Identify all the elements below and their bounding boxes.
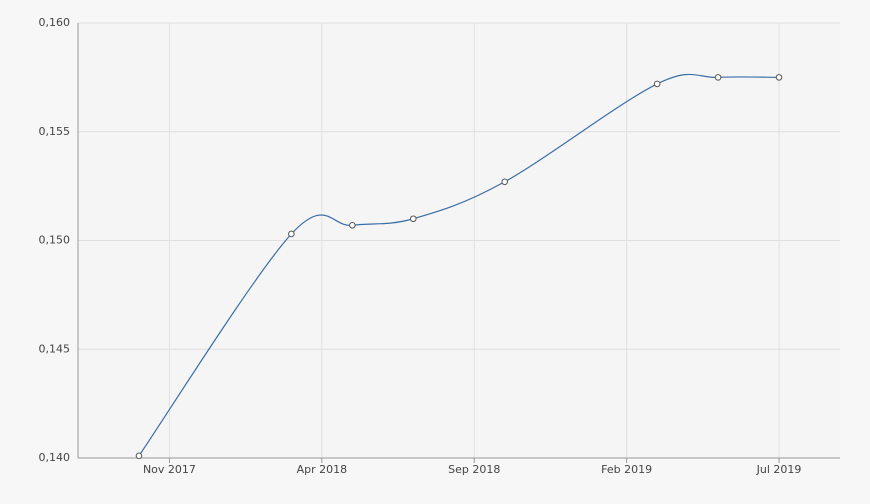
point bbox=[775, 74, 783, 81]
y-tick-label: 0,150 bbox=[39, 234, 71, 247]
x-tick-label: Sep 2018 bbox=[448, 463, 500, 476]
line bbox=[138, 73, 780, 457]
point bbox=[409, 215, 417, 223]
y-tick-label: 0,145 bbox=[39, 342, 71, 355]
point bbox=[288, 230, 295, 238]
y-tick-label: 0,160 bbox=[39, 16, 71, 29]
point bbox=[501, 178, 509, 186]
point bbox=[653, 80, 661, 88]
x-tick-label: Apr 2018 bbox=[297, 463, 348, 476]
point bbox=[714, 74, 722, 81]
x-tick-label: Feb 2019 bbox=[601, 463, 652, 476]
point bbox=[135, 452, 143, 460]
point bbox=[349, 221, 356, 229]
x-tick-label: Jul 2019 bbox=[756, 463, 802, 476]
y-tick-label: 0,140 bbox=[39, 451, 71, 464]
x-tick-label: Nov 2017 bbox=[143, 463, 196, 476]
y-tick-label: 0,155 bbox=[39, 125, 71, 138]
